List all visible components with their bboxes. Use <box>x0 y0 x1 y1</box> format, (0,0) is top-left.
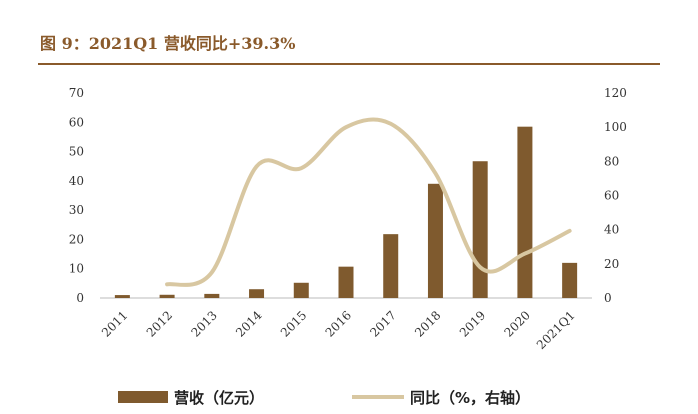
revenue-bar <box>472 161 488 298</box>
right-tick-label: 100 <box>604 120 627 134</box>
right-tick-label: 20 <box>604 257 619 271</box>
x-tick-label: 2021Q1 <box>534 308 578 352</box>
right-tick-label: 80 <box>604 154 619 168</box>
right-axis-ticks: 0 20 40 60 80 100 120 <box>604 86 627 305</box>
x-tick-label: 2019 <box>457 308 488 339</box>
revenue-bar <box>517 126 533 298</box>
left-tick-label: 0 <box>76 291 84 305</box>
x-tick-label: 2014 <box>233 308 265 340</box>
revenue-bar <box>249 289 265 298</box>
left-tick-label: 40 <box>69 174 84 188</box>
revenue-bar <box>204 293 220 298</box>
yoy-growth-line <box>165 117 572 287</box>
right-tick-label: 120 <box>604 86 627 100</box>
left-tick-label: 30 <box>69 203 84 217</box>
x-tick-label: 2018 <box>412 308 443 339</box>
x-tick-label: 2015 <box>278 308 309 339</box>
x-tick-label: 2020 <box>502 308 533 339</box>
right-tick-label: 0 <box>604 291 612 305</box>
revenue-bar <box>427 183 443 298</box>
legend-bar-swatch <box>118 391 168 403</box>
x-tick-label: 2013 <box>188 308 219 339</box>
revenue-bar <box>293 282 309 298</box>
left-tick-label: 70 <box>69 86 84 100</box>
x-axis-ticks: 2011 2012 2013 2014 2015 2016 2017 2018 2019 2020… <box>99 308 578 352</box>
legend-line-label: 同比（%，右轴） <box>410 389 530 407</box>
revenue-bars <box>114 126 578 298</box>
x-tick-label: 2016 <box>323 308 354 339</box>
revenue-bar <box>159 294 175 298</box>
left-tick-label: 60 <box>69 115 84 129</box>
left-axis-ticks: 0 10 20 30 40 50 60 70 <box>69 86 84 305</box>
x-tick-label: 2017 <box>367 308 398 339</box>
x-tick-label: 2012 <box>144 308 175 339</box>
left-tick-label: 10 <box>69 262 84 276</box>
right-tick-label: 60 <box>604 189 619 203</box>
revenue-bar <box>383 234 399 298</box>
revenue-bar <box>338 266 354 298</box>
legend-bar-label: 营收（亿元） <box>174 389 264 407</box>
right-tick-label: 40 <box>604 223 619 237</box>
revenue-bar <box>562 262 578 298</box>
x-tick-label: 2011 <box>99 308 130 339</box>
chart-legend: 营收（亿元） 同比（%，右轴） <box>118 389 530 407</box>
left-tick-label: 20 <box>69 232 84 246</box>
figure-title: 图 9：2021Q1 营收同比+39.3% <box>40 34 296 53</box>
title-rule <box>38 63 660 65</box>
revenue-bar <box>114 295 130 298</box>
left-tick-label: 50 <box>69 145 84 159</box>
